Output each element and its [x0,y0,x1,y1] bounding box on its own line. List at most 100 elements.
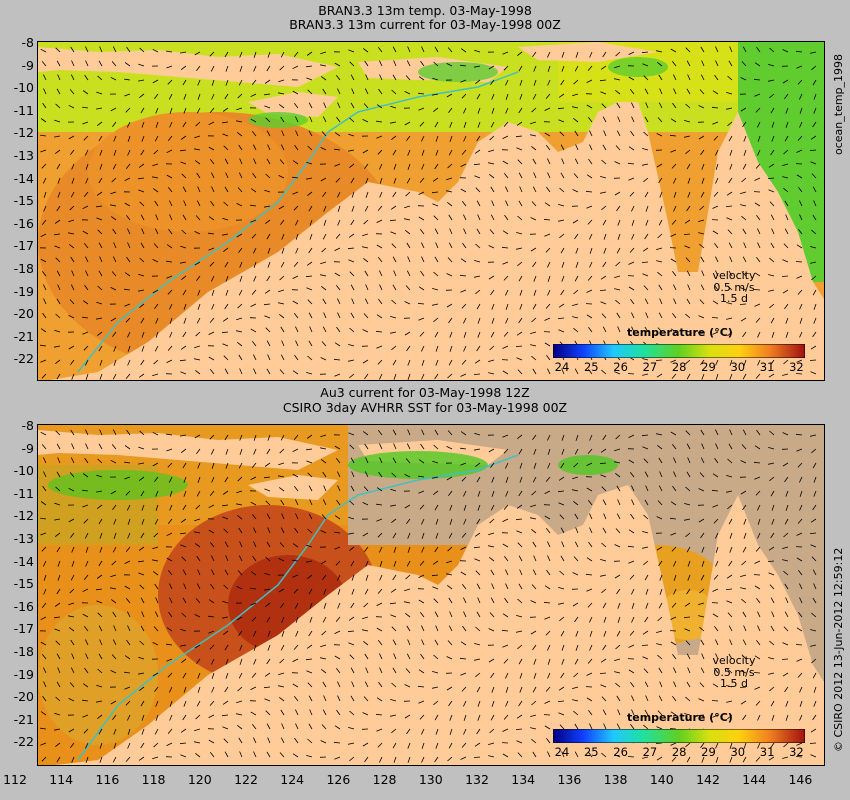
current-vector-arrow [502,518,509,522]
current-vector-arrow [533,65,537,72]
current-vector-arrow [602,602,607,609]
current-vector-arrow [628,51,635,55]
current-vector-arrow [658,284,663,291]
current-vector-arrow [461,359,467,365]
current-vector-arrow [251,462,257,468]
current-vector-arrow [124,686,131,690]
current-vector-arrow [295,247,299,254]
current-vector-arrow [307,528,313,534]
current-vector-arrow [631,219,635,226]
current-vector-arrow [112,373,117,380]
current-vector-arrow [55,640,61,646]
current-vector-arrow [140,317,145,324]
current-vector-arrow [251,79,257,85]
current-vector-arrow [182,714,187,721]
current-vector-arrow [488,162,495,165]
current-vector-arrow [251,514,257,520]
bottom-legend-title: temperature (°C) [627,711,733,724]
current-vector-arrow [267,527,271,534]
current-vector-arrow [459,657,467,660]
current-vector-arrow [223,630,229,636]
current-vector-arrow [586,104,593,109]
current-vector-arrow [683,616,691,618]
current-vector-arrow [475,672,481,678]
current-vector-arrow [392,457,397,464]
current-vector-arrow [656,756,663,761]
current-vector-arrow [97,714,103,720]
current-vector-arrow [362,712,369,716]
current-vector-arrow [560,247,565,254]
current-vector-arrow [379,457,383,464]
current-vector-arrow [40,344,47,347]
current-vector-arrow [657,327,663,333]
current-vector-arrow [209,261,215,267]
current-vector-arrow [463,345,467,352]
current-vector-arrow [488,245,495,249]
current-vector-arrow [810,544,817,548]
current-vector-arrow [742,611,747,618]
current-vector-arrow [169,597,173,604]
current-vector-arrow [727,714,733,720]
current-vector-arrow [334,445,341,450]
current-vector-arrow [657,654,663,660]
current-vector-arrow [474,359,481,364]
current-vector-arrow [321,724,327,730]
current-vector-arrow [406,443,411,450]
current-vector-arrow [127,135,131,142]
current-vector-arrow [715,270,719,277]
current-vector-arrow [208,331,215,335]
current-vector-arrow [544,585,551,590]
current-vector-arrow [600,91,607,95]
current-vector-arrow [488,65,495,70]
current-vector-arrow [155,121,159,128]
current-vector-arrow [56,88,61,95]
current-vector-arrow [770,742,775,749]
current-vector-arrow [726,685,733,688]
current-vector-arrow [180,754,187,758]
current-vector-arrow [784,518,789,525]
current-vector-arrow [448,700,453,707]
current-vector-arrow [812,79,817,86]
current-vector-arrow [601,369,607,375]
current-vector-arrow [770,317,775,324]
current-vector-arrow [669,517,677,520]
current-vector-arrow [225,65,229,72]
current-vector-arrow [391,682,397,688]
current-vector-arrow [728,443,733,450]
current-vector-arrow [418,216,425,221]
current-vector-arrow [183,583,187,590]
current-vector-arrow [70,256,75,263]
current-vector-arrow [589,130,593,137]
current-vector-arrow [348,233,355,238]
current-vector-arrow [544,725,551,730]
current-vector-arrow [138,163,145,168]
current-vector-arrow [446,686,453,691]
current-vector-arrow [757,228,761,235]
current-vector-arrow [754,62,761,67]
current-vector-arrow [390,714,397,717]
current-vector-arrow [770,597,775,604]
current-vector-arrow [307,299,313,305]
current-vector-arrow [558,204,565,207]
current-vector-arrow [419,504,425,510]
current-vector-arrow [685,430,691,436]
current-vector-arrow [264,698,271,702]
current-vector-arrow [309,233,313,240]
current-vector-arrow [446,303,453,308]
current-vector-arrow [154,200,159,207]
current-vector-arrow [392,256,397,263]
current-vector-arrow [421,135,425,142]
current-vector-arrow [363,602,369,608]
current-vector-arrow [251,616,257,622]
current-vector-arrow [726,107,733,110]
current-vector-arrow [236,515,243,520]
current-vector-arrow [182,121,187,128]
current-vector-arrow [575,261,579,268]
current-vector-arrow [799,331,803,338]
current-vector-arrow [768,189,775,193]
current-vector-arrow [448,359,453,366]
current-vector-arrow [364,546,369,553]
current-vector-arrow [152,642,159,646]
current-vector-arrow [573,710,579,716]
current-vector-arrow [335,177,341,183]
